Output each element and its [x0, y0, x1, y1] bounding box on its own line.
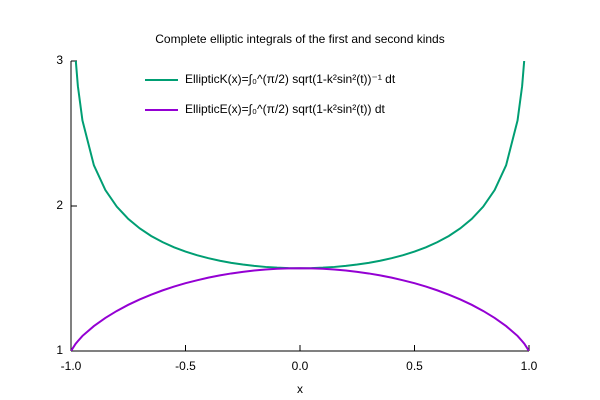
y-tick-label: 1: [56, 343, 63, 357]
x-tick-label: -1.0: [61, 359, 82, 373]
x-tick-label: 0.5: [406, 359, 423, 373]
x-tick-label: 0.0: [292, 359, 309, 373]
chart-title: Complete elliptic integrals of the first…: [155, 32, 444, 46]
series-line: [71, 267, 529, 351]
plot-area: [71, 61, 529, 351]
series-line: [74, 61, 526, 270]
legend-label: EllipticK(x)=∫₀^(π/2) sqrt(1-k²sin²(t))⁻…: [185, 72, 396, 86]
legend-label: EllipticE(x)=∫₀^(π/2) sqrt(1-k²sin²(t)) …: [185, 102, 386, 116]
x-tick-label: -0.5: [175, 359, 196, 373]
y-tick-label: 2: [56, 198, 63, 212]
y-tick-label: 3: [56, 53, 63, 67]
x-axis-label: x: [297, 382, 303, 396]
x-tick-label: 1.0: [521, 359, 538, 373]
